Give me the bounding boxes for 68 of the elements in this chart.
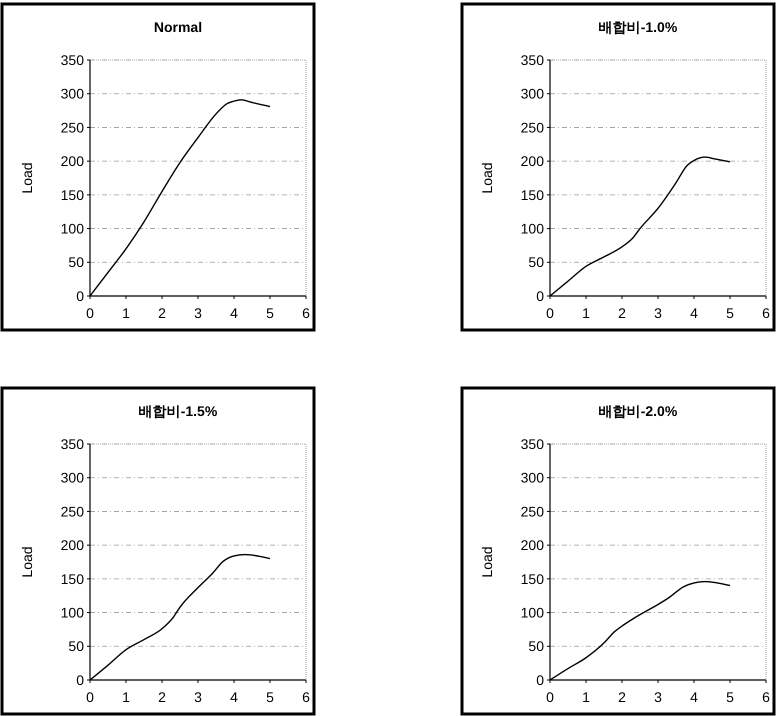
y-tick-label: 150 — [520, 186, 544, 203]
chart-title: 배합비-1.5% — [138, 403, 218, 419]
x-tick-label: 0 — [86, 689, 94, 705]
y-tick-label: 250 — [520, 119, 544, 136]
y-tick-label: 300 — [60, 470, 84, 486]
x-tick-label: 4 — [690, 305, 698, 321]
y-tick-label: 200 — [60, 537, 84, 554]
x-tick-label: 6 — [302, 305, 310, 321]
x-tick-label: 0 — [546, 689, 554, 705]
y-tick-label: 100 — [60, 220, 84, 236]
x-tick-label: 2 — [618, 689, 626, 705]
chart-title: Normal — [154, 19, 202, 35]
chart-title: 배합비-2.0% — [598, 403, 678, 419]
y-axis-title: Load — [19, 162, 35, 194]
x-tick-label: 4 — [690, 689, 698, 705]
y-tick-label: 50 — [68, 638, 84, 654]
y-tick-label: 50 — [528, 254, 544, 270]
x-tick-label: 4 — [230, 689, 238, 705]
x-tick-label: 4 — [230, 305, 238, 321]
x-tick-label: 5 — [726, 689, 734, 705]
y-tick-label: 150 — [60, 570, 84, 587]
x-tick-label: 0 — [546, 305, 554, 321]
y-tick-label: 300 — [60, 86, 84, 102]
x-tick-label: 5 — [266, 689, 274, 705]
y-tick-label: 150 — [60, 186, 84, 203]
x-tick-label: 6 — [302, 689, 310, 705]
x-tick-label: 1 — [582, 305, 590, 321]
x-tick-label: 6 — [762, 305, 770, 321]
y-tick-label: 300 — [520, 470, 544, 486]
y-tick-label: 250 — [60, 503, 84, 520]
x-tick-label: 2 — [158, 689, 166, 705]
y-tick-label: 0 — [536, 288, 544, 304]
y-tick-label: 200 — [60, 153, 84, 170]
x-tick-label: 5 — [266, 305, 274, 321]
y-axis-title: Load — [479, 546, 495, 578]
y-tick-label: 250 — [60, 119, 84, 136]
y-axis-title: Load — [479, 162, 495, 194]
y-axis-title: Load — [19, 546, 35, 578]
chart-title: 배합비-1.0% — [598, 19, 678, 35]
y-tick-label: 0 — [536, 672, 544, 688]
x-tick-label: 1 — [582, 689, 590, 705]
x-tick-label: 6 — [762, 689, 770, 705]
y-tick-label: 50 — [528, 638, 544, 654]
y-tick-label: 50 — [68, 254, 84, 270]
y-tick-label: 300 — [520, 86, 544, 102]
x-tick-label: 3 — [194, 305, 202, 321]
y-tick-label: 0 — [76, 288, 84, 304]
x-tick-label: 0 — [86, 305, 94, 321]
x-tick-label: 3 — [194, 689, 202, 705]
y-tick-label: 200 — [520, 153, 544, 170]
x-tick-label: 1 — [122, 689, 130, 705]
x-tick-label: 2 — [618, 305, 626, 321]
y-tick-label: 350 — [60, 52, 84, 68]
y-tick-label: 350 — [520, 436, 544, 452]
x-tick-label: 2 — [158, 305, 166, 321]
y-tick-label: 0 — [76, 672, 84, 688]
y-tick-label: 100 — [60, 604, 84, 620]
y-tick-label: 150 — [520, 570, 544, 587]
y-tick-label: 100 — [520, 220, 544, 236]
x-tick-label: 1 — [122, 305, 130, 321]
x-tick-label: 3 — [654, 305, 662, 321]
y-tick-label: 350 — [60, 436, 84, 452]
y-tick-label: 350 — [520, 52, 544, 68]
y-tick-label: 200 — [520, 537, 544, 554]
x-tick-label: 5 — [726, 305, 734, 321]
y-tick-label: 250 — [520, 503, 544, 520]
x-tick-label: 3 — [654, 689, 662, 705]
y-tick-label: 100 — [520, 604, 544, 620]
